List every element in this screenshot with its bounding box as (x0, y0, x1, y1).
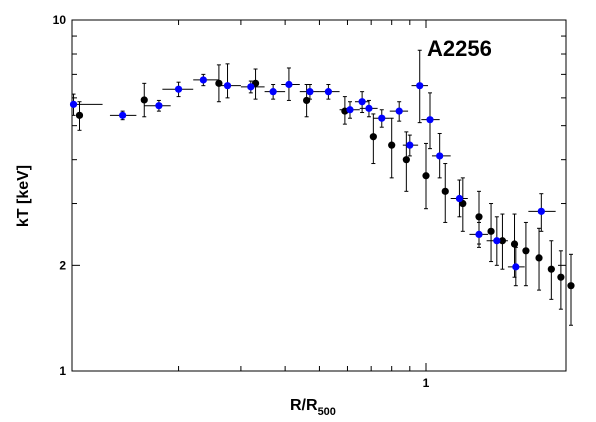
data-point (174, 85, 183, 93)
data-point (303, 96, 311, 105)
data-point (406, 141, 414, 149)
data-point (487, 227, 495, 235)
data-point (455, 194, 464, 203)
data-point (535, 254, 543, 262)
data-point (388, 141, 396, 149)
data-point (69, 100, 78, 108)
plot-frame (71, 19, 567, 372)
chart-title: A2256 (427, 36, 492, 61)
data-marks (69, 49, 575, 326)
data-point (119, 111, 127, 119)
y-axis-label: kT [keV] (15, 165, 32, 227)
data-point (512, 263, 520, 271)
x-axis-label: R/R500 (290, 397, 336, 418)
y-tick-label: 2 (59, 258, 66, 272)
data-point (522, 247, 530, 255)
axis-ticks (72, 20, 566, 371)
data-point (324, 88, 332, 96)
data-point (306, 88, 314, 96)
data-point (395, 107, 403, 115)
data-point (557, 273, 565, 281)
series-1 (69, 49, 556, 287)
data-point (441, 187, 449, 195)
tick-labels: 1 2 10 1 (53, 13, 430, 390)
data-point (475, 213, 483, 221)
data-point (140, 96, 148, 104)
data-point (378, 114, 386, 122)
data-point (75, 111, 84, 119)
data-point (537, 207, 545, 215)
data-point (358, 98, 366, 106)
data-point (510, 240, 519, 248)
data-point (155, 102, 163, 110)
x-tick-label: 1 (423, 376, 430, 390)
y-tick-label: 10 (53, 13, 67, 27)
data-point (493, 237, 501, 245)
data-point (199, 76, 207, 84)
data-point (269, 88, 277, 96)
data-point (365, 104, 373, 112)
y-tick-label: 1 (59, 364, 66, 378)
data-point (436, 152, 444, 160)
data-point (346, 106, 354, 114)
data-point (223, 82, 232, 90)
x-axis-label-main: R/R (290, 397, 318, 414)
data-point (567, 282, 575, 290)
data-point (215, 79, 223, 87)
data-point (416, 82, 424, 90)
data-point (475, 230, 483, 239)
data-point (402, 156, 410, 164)
data-point (426, 116, 434, 124)
data-point (547, 265, 555, 273)
data-point (369, 133, 377, 141)
data-point (422, 172, 430, 180)
data-point (247, 83, 255, 91)
data-point (285, 80, 293, 89)
x-axis-label-subscript: 500 (318, 406, 336, 418)
series-0 (75, 64, 575, 326)
